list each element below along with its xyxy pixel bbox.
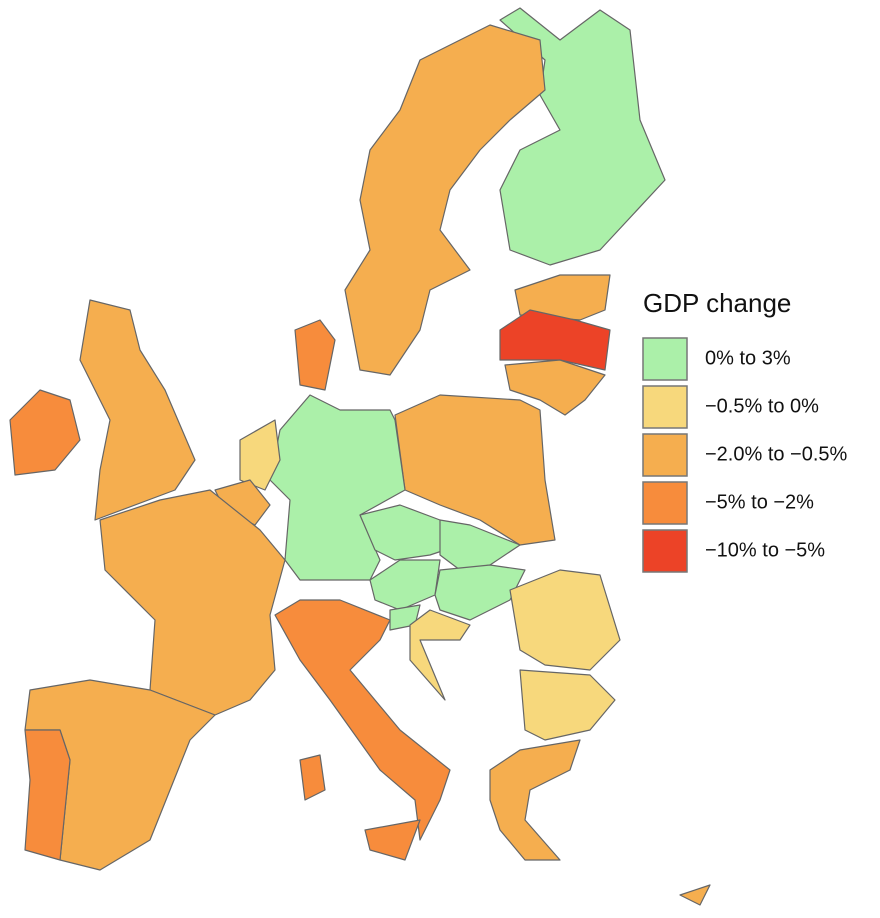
greece [489,739,581,861]
portugal [24,729,71,861]
legend-swatch [642,337,688,381]
romania [509,569,621,671]
united-kingdom [79,299,196,521]
austria [369,559,441,611]
legend-label: −0.5% to 0% [705,395,819,417]
denmark [294,319,336,391]
sardinia [299,754,326,801]
legend-swatch [642,529,688,573]
legend-swatch [642,481,688,525]
legend-label: −5% to −2% [705,491,814,513]
sicily [364,819,421,861]
countries [9,7,711,906]
france [99,489,286,716]
italy [274,599,451,841]
legend-label: 0% to 3% [705,347,791,369]
croatia [409,609,471,701]
bulgaria [519,669,616,741]
finland [499,7,666,266]
poland [394,394,556,546]
cyprus [679,884,711,906]
sweden [344,24,546,376]
legend-swatch [642,433,688,477]
hungary [434,564,526,621]
lithuania [504,359,606,416]
ireland [9,389,81,476]
estonia [514,274,611,321]
legend-title: GDP change [643,288,791,318]
legend: GDP change 0% to 3% −0.5% to 0% −2.0% to −… [642,288,848,573]
legend-swatch [642,385,688,429]
latvia [499,309,611,371]
legend-label: −2.0% to −0.5% [705,443,848,465]
legend-label: −10% to −5% [705,539,825,561]
netherlands [239,419,281,491]
